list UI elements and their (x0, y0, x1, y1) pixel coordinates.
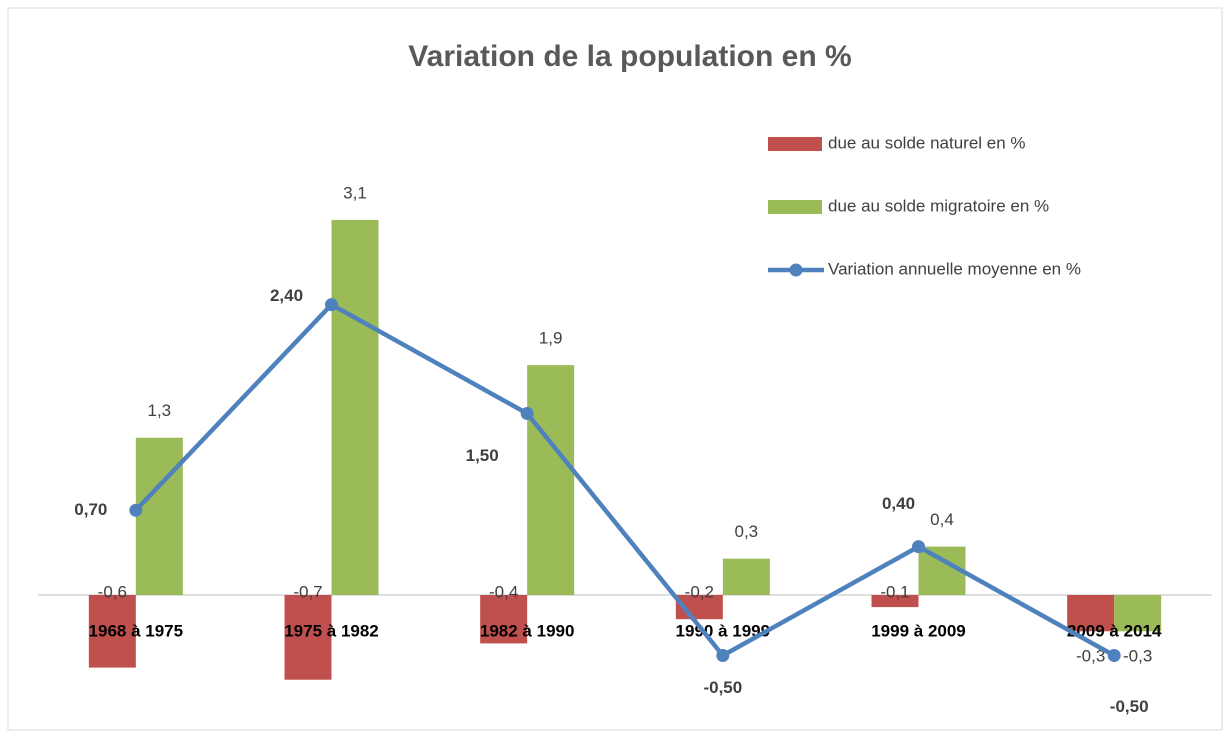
line-point (716, 649, 730, 662)
data-label: -0,1 (880, 582, 909, 601)
legend-label: due au solde migratoire en % (828, 196, 1049, 215)
bar (871, 595, 919, 608)
data-label: -0,6 (98, 582, 127, 601)
bar (284, 595, 332, 680)
line (134, 302, 1116, 658)
data-label: 0,3 (735, 522, 759, 541)
data-label: 1,3 (148, 401, 172, 420)
line-point (325, 298, 338, 312)
bar (135, 437, 183, 595)
line-label: 0,70 (74, 500, 107, 519)
line-point (129, 503, 143, 517)
bar (1114, 595, 1162, 632)
legend-label: Variation annuelle moyenne en % (828, 259, 1081, 278)
data-label: 3,1 (343, 183, 367, 202)
line-point (520, 407, 534, 420)
data-label: -0,2 (685, 582, 714, 601)
bar (722, 558, 770, 595)
line-point (912, 540, 925, 554)
line-label: -0,50 (703, 678, 742, 697)
bar (88, 595, 136, 668)
data-label: -0,3 (1123, 646, 1152, 665)
legend-swatch (768, 200, 822, 214)
line-label: 0,40 (882, 494, 915, 513)
x-tick-label: 1999 à 2009 (871, 621, 966, 640)
line-point (1107, 649, 1121, 662)
data-label: -0,3 (1076, 646, 1105, 665)
x-tick-label: 1975 à 1982 (284, 621, 379, 640)
data-label: 0,4 (930, 510, 954, 529)
chart-title: Variation de la population en % (408, 40, 851, 73)
bar (331, 219, 379, 595)
x-tick-label: 2009 à 2014 (1067, 621, 1162, 640)
legend-swatch (768, 137, 822, 151)
line-label: 2,40 (270, 286, 303, 305)
data-label: -0,7 (293, 582, 322, 601)
x-tick-label: 1982 à 1990 (480, 621, 575, 640)
data-label: -0,4 (489, 582, 518, 601)
line-label: -0,50 (1110, 697, 1149, 716)
bar (1067, 595, 1115, 632)
legend-label: due au solde naturel en % (828, 133, 1026, 152)
chart-frame (7, 7, 1223, 731)
bar (480, 595, 528, 644)
line-label: 1,50 (466, 446, 499, 465)
data-label: 1,9 (539, 329, 563, 348)
x-tick-label: 1968 à 1975 (89, 621, 184, 640)
bar (527, 365, 575, 595)
legend-swatch (789, 263, 803, 277)
